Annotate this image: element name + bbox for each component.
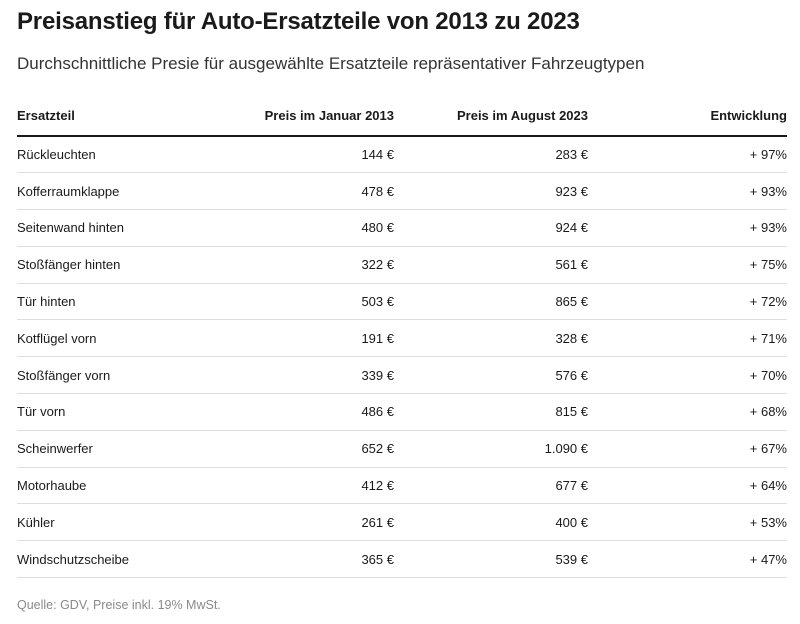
cell-price-2023: 924 €: [394, 209, 588, 247]
cell-part: Tür vorn: [17, 393, 237, 431]
cell-price-2023: 283 €: [394, 136, 588, 174]
table-row: Kühler 261 €400 € + 53%: [17, 503, 787, 542]
cell-change: + 68%: [588, 393, 787, 431]
cell-price-2013: 503 €: [237, 283, 394, 321]
cell-part: Rückleuchten: [17, 136, 237, 174]
cell-change: + 93%: [588, 209, 787, 247]
cell-change: + 53%: [588, 503, 787, 542]
cell-change: + 71%: [588, 319, 787, 358]
cell-part: Kühler: [17, 503, 237, 542]
cell-price-2023: 561 €: [394, 246, 588, 284]
cell-part: Stoßfänger hinten: [17, 246, 237, 284]
price-table: Ersatzteil Preis im Januar 2013 Preis im…: [17, 96, 787, 579]
table-body: Rückleuchten 144 €283 € + 97% Kofferraumkla…: [17, 136, 787, 579]
table-row: Windschutzscheibe 365 €539 € + 47%: [17, 540, 787, 579]
table-header-row: Ersatzteil Preis im Januar 2013 Preis im…: [17, 96, 787, 137]
table-row: Stoßfänger hinten 322 €561 € + 75%: [17, 246, 787, 284]
cell-price-2013: 261 €: [237, 503, 394, 542]
table-row: Scheinwerfer 652 €1.090 € + 67%: [17, 430, 787, 468]
cell-price-2013: 412 €: [237, 467, 394, 505]
column-header-part: Ersatzteil: [17, 96, 237, 137]
source-note: Quelle: GDV, Preise inkl. 19% MwSt.: [17, 598, 221, 612]
cell-price-2013: 339 €: [237, 356, 394, 395]
cell-price-2013: 322 €: [237, 246, 394, 284]
cell-change: + 72%: [588, 283, 787, 321]
cell-price-2013: 486 €: [237, 393, 394, 431]
cell-change: + 47%: [588, 540, 787, 579]
cell-part: Motorhaube: [17, 467, 237, 505]
cell-change: + 75%: [588, 246, 787, 284]
cell-price-2023: 576 €: [394, 356, 588, 395]
cell-price-2013: 144 €: [237, 136, 394, 174]
cell-price-2013: 478 €: [237, 172, 394, 211]
column-header-price-2013: Preis im Januar 2013: [237, 96, 394, 137]
cell-change: + 93%: [588, 172, 787, 211]
cell-price-2013: 652 €: [237, 430, 394, 468]
cell-price-2023: 328 €: [394, 319, 588, 358]
cell-part: Kofferraumklappe: [17, 172, 237, 211]
table-row: Rückleuchten 144 €283 € + 97%: [17, 136, 787, 174]
cell-change: + 97%: [588, 136, 787, 174]
table-row: Kofferraumklappe 478 €923 € + 93%: [17, 172, 787, 211]
cell-part: Kotflügel vorn: [17, 319, 237, 358]
cell-price-2023: 677 €: [394, 467, 588, 505]
table-row: Tür vorn 486 €815 € + 68%: [17, 393, 787, 431]
cell-part: Scheinwerfer: [17, 430, 237, 468]
cell-part: Seitenwand hinten: [17, 209, 237, 247]
cell-part: Windschutzscheibe: [17, 540, 237, 579]
table-row: Kotflügel vorn 191 €328 € + 71%: [17, 319, 787, 358]
cell-price-2023: 815 €: [394, 393, 588, 431]
cell-price-2023: 400 €: [394, 503, 588, 542]
column-header-change: Entwicklung: [588, 96, 787, 137]
chart-subtitle: Durchschnittliche Presie für ausgewählte…: [17, 54, 645, 73]
table-row: Motorhaube 412 €677 € + 64%: [17, 467, 787, 505]
table-row: Stoßfänger vorn 339 €576 € + 70%: [17, 356, 787, 395]
cell-change: + 70%: [588, 356, 787, 395]
cell-price-2013: 480 €: [237, 209, 394, 247]
table-row: Tür hinten 503 €865 € + 72%: [17, 283, 787, 321]
cell-price-2023: 539 €: [394, 540, 588, 579]
cell-price-2013: 191 €: [237, 319, 394, 358]
cell-price-2023: 923 €: [394, 172, 588, 211]
column-header-price-2023: Preis im August 2023: [394, 96, 588, 137]
cell-price-2023: 865 €: [394, 283, 588, 321]
table-row: Seitenwand hinten 480 €924 € + 93%: [17, 209, 787, 247]
cell-part: Tür hinten: [17, 283, 237, 321]
cell-change: + 64%: [588, 467, 787, 505]
cell-part: Stoßfänger vorn: [17, 356, 237, 395]
cell-price-2013: 365 €: [237, 540, 394, 579]
cell-price-2023: 1.090 €: [394, 430, 588, 468]
cell-change: + 67%: [588, 430, 787, 468]
chart-title: Preisanstieg für Auto-Ersatzteile von 20…: [17, 8, 580, 35]
